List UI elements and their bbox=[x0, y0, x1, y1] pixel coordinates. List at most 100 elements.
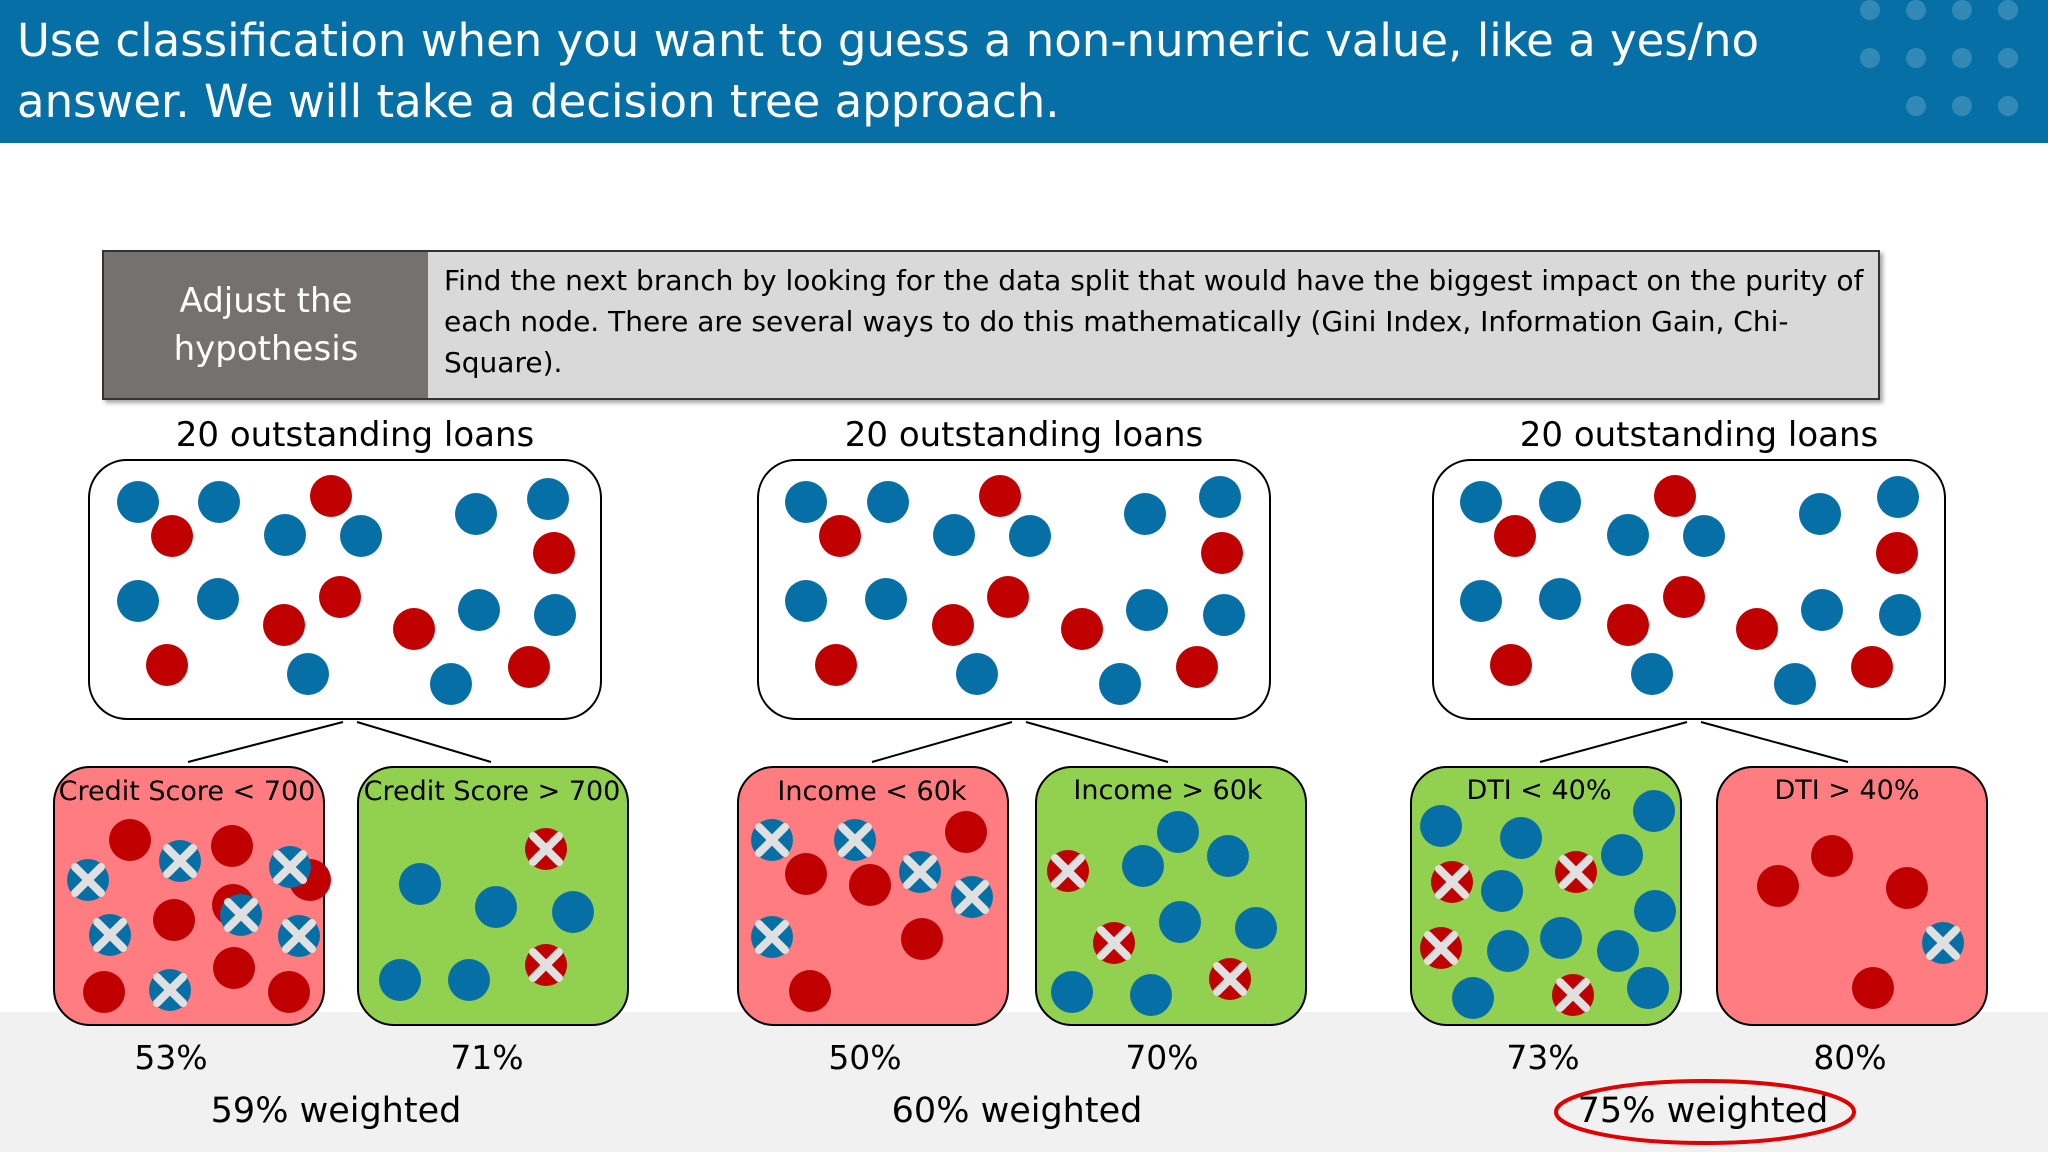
red-dot bbox=[508, 646, 550, 688]
branch-line bbox=[356, 721, 492, 763]
right-node-dots bbox=[1047, 811, 1277, 1016]
root-label: 20 outstanding loans bbox=[845, 415, 1204, 455]
blue-dot bbox=[379, 959, 421, 1001]
right-node-label: Credit Score > 700 bbox=[364, 776, 621, 807]
blue-dot bbox=[1633, 790, 1675, 832]
blue-dot bbox=[1539, 481, 1581, 523]
red-dot bbox=[945, 811, 987, 853]
blue-dot bbox=[1774, 663, 1816, 705]
red-dot bbox=[319, 576, 361, 618]
root-label: 20 outstanding loans bbox=[1520, 415, 1879, 455]
red-dot bbox=[151, 515, 193, 557]
blue-dot bbox=[1597, 930, 1639, 972]
red-dot bbox=[1201, 532, 1243, 574]
blue-dot bbox=[1207, 835, 1249, 877]
blue-dot bbox=[1879, 594, 1921, 636]
misclassified-blue-dot bbox=[149, 969, 191, 1011]
blue-dot bbox=[867, 481, 909, 523]
right-node-dots bbox=[379, 828, 594, 1001]
branch-line bbox=[1700, 721, 1849, 763]
blue-dot bbox=[117, 481, 159, 523]
weighted-purity: 60% weighted bbox=[892, 1091, 1143, 1131]
red-dot bbox=[263, 604, 305, 646]
red-dot bbox=[785, 853, 827, 895]
blue-dot bbox=[1540, 917, 1582, 959]
blue-dot bbox=[1130, 974, 1172, 1016]
tree-credit-score: 20 outstanding loans Cred bbox=[53, 415, 629, 1131]
blue-dot bbox=[1607, 514, 1649, 556]
red-dot bbox=[1663, 576, 1705, 618]
red-dot bbox=[1654, 475, 1696, 517]
misclassified-blue-dot bbox=[834, 819, 876, 861]
root-dots bbox=[785, 475, 1245, 705]
red-dot bbox=[815, 644, 857, 686]
blue-dot bbox=[1460, 580, 1502, 622]
blue-dot bbox=[865, 578, 907, 620]
weighted-purity: 75% weighted bbox=[1578, 1091, 1829, 1131]
dot-pattern-decoration bbox=[1860, 0, 2018, 116]
tree-income: 20 outstanding loans Inco bbox=[737, 415, 1307, 1131]
blue-dot bbox=[1099, 663, 1141, 705]
left-node-dots bbox=[751, 811, 993, 1012]
right-node-label: DTI > 40% bbox=[1774, 775, 1919, 806]
red-dot bbox=[1851, 646, 1893, 688]
left-node-label: DTI < 40% bbox=[1466, 775, 1611, 806]
blue-dot bbox=[1877, 476, 1919, 518]
blue-dot bbox=[287, 653, 329, 695]
branch-line bbox=[871, 721, 1013, 763]
red-dot bbox=[1176, 646, 1218, 688]
red-dot bbox=[1607, 604, 1649, 646]
blue-dot bbox=[1801, 589, 1843, 631]
misclassified-blue-dot bbox=[951, 876, 993, 918]
blue-dot bbox=[1601, 834, 1643, 876]
left-node-label: Income < 60k bbox=[777, 776, 966, 807]
misclassified-red-dot bbox=[525, 828, 567, 870]
weighted-purity: 59% weighted bbox=[211, 1091, 462, 1131]
root-dots bbox=[117, 475, 576, 705]
misclassified-red-dot bbox=[1047, 850, 1089, 892]
misclassified-blue-dot bbox=[67, 859, 109, 901]
misclassified-blue-dot bbox=[751, 916, 793, 958]
red-dot bbox=[1811, 835, 1853, 877]
misclassified-blue-dot bbox=[278, 915, 320, 957]
misclassified-blue-dot bbox=[751, 819, 793, 861]
red-dot bbox=[109, 819, 151, 861]
blue-dot bbox=[430, 663, 472, 705]
blue-dot bbox=[1235, 907, 1277, 949]
blue-dot bbox=[264, 514, 306, 556]
left-node-percent: 73% bbox=[1506, 1038, 1579, 1077]
blue-dot bbox=[1009, 515, 1051, 557]
red-dot bbox=[83, 971, 125, 1013]
blue-dot bbox=[1203, 594, 1245, 636]
red-dot bbox=[1490, 644, 1532, 686]
blue-dot bbox=[1481, 870, 1523, 912]
right-node-percent: 70% bbox=[1125, 1038, 1198, 1077]
red-dot bbox=[393, 608, 435, 650]
blue-dot bbox=[1627, 967, 1669, 1009]
red-dot bbox=[979, 475, 1021, 517]
blue-dot bbox=[785, 580, 827, 622]
misclassified-blue-dot bbox=[89, 914, 131, 956]
blue-dot bbox=[527, 478, 569, 520]
misclassified-red-dot bbox=[1093, 922, 1135, 964]
blue-dot bbox=[1420, 805, 1462, 847]
red-dot bbox=[1736, 608, 1778, 650]
blue-dot bbox=[399, 863, 441, 905]
misclassified-blue-dot bbox=[220, 894, 262, 936]
right-node-percent: 71% bbox=[450, 1038, 523, 1077]
blue-dot bbox=[534, 594, 576, 636]
blue-dot bbox=[475, 886, 517, 928]
blue-dot bbox=[785, 481, 827, 523]
red-dot bbox=[211, 825, 253, 867]
red-dot bbox=[901, 918, 943, 960]
blue-dot bbox=[1460, 481, 1502, 523]
blue-dot bbox=[197, 578, 239, 620]
blue-dot bbox=[1157, 811, 1199, 853]
red-dot bbox=[1757, 865, 1799, 907]
blue-dot bbox=[448, 959, 490, 1001]
branch-line bbox=[187, 721, 344, 763]
blue-dot bbox=[117, 580, 159, 622]
blue-dot bbox=[1500, 817, 1542, 859]
blue-dot bbox=[1122, 845, 1164, 887]
misclassified-red-dot bbox=[1431, 861, 1473, 903]
